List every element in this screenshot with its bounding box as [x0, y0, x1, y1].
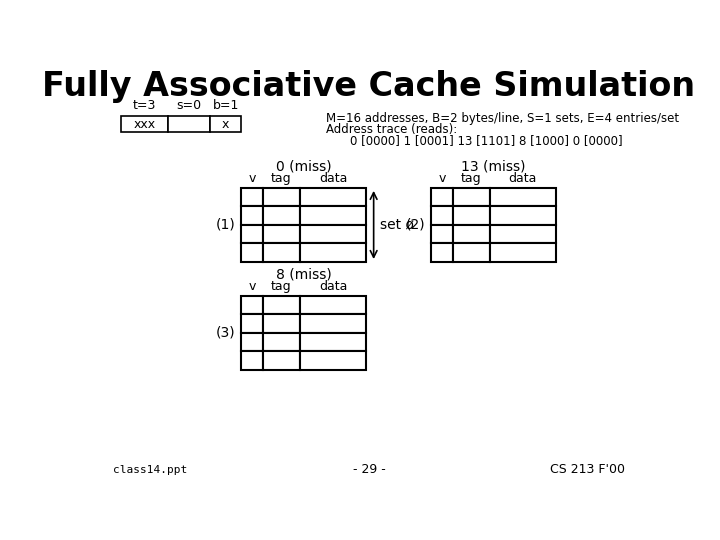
- Bar: [490, 188, 556, 206]
- Text: v: v: [438, 172, 446, 185]
- Bar: [263, 244, 300, 262]
- Bar: [263, 206, 300, 225]
- Bar: [300, 333, 366, 351]
- Text: Fully Associative Cache Simulation: Fully Associative Cache Simulation: [42, 70, 696, 103]
- Text: tag: tag: [271, 280, 292, 293]
- Text: (1): (1): [216, 218, 235, 232]
- Text: CS 213 F'00: CS 213 F'00: [550, 463, 625, 476]
- Bar: [241, 296, 263, 314]
- Bar: [300, 351, 366, 370]
- Bar: [300, 225, 366, 244]
- Bar: [431, 188, 453, 206]
- Bar: [300, 206, 366, 225]
- Bar: [300, 244, 366, 262]
- Text: data: data: [508, 172, 537, 185]
- Text: data: data: [319, 280, 347, 293]
- Bar: [300, 314, 366, 333]
- Bar: [263, 333, 300, 351]
- Bar: [168, 117, 210, 132]
- Bar: [121, 117, 168, 132]
- Bar: [453, 244, 490, 262]
- Text: xxx: xxx: [133, 118, 156, 131]
- Bar: [241, 333, 263, 351]
- Text: 0 [0000] 1 [0001] 13 [1101] 8 [1000] 0 [0000]: 0 [0000] 1 [0001] 13 [1101] 8 [1000] 0 […: [350, 134, 622, 147]
- Text: x: x: [222, 118, 229, 131]
- Bar: [241, 314, 263, 333]
- Bar: [490, 225, 556, 244]
- Bar: [263, 314, 300, 333]
- Text: M=16 addresses, B=2 bytes/line, S=1 sets, E=4 entries/set: M=16 addresses, B=2 bytes/line, S=1 sets…: [326, 112, 680, 125]
- Bar: [490, 206, 556, 225]
- Bar: [210, 117, 241, 132]
- Text: t=3: t=3: [132, 99, 156, 112]
- Bar: [300, 188, 366, 206]
- Text: s=0: s=0: [176, 99, 202, 112]
- Bar: [431, 225, 453, 244]
- Bar: [490, 244, 556, 262]
- Text: tag: tag: [271, 172, 292, 185]
- Bar: [263, 296, 300, 314]
- Bar: [241, 206, 263, 225]
- Bar: [263, 225, 300, 244]
- Text: - 29 -: - 29 -: [353, 463, 385, 476]
- Text: set ø: set ø: [380, 218, 414, 232]
- Text: v: v: [248, 172, 256, 185]
- Text: b=1: b=1: [212, 99, 239, 112]
- Text: v: v: [248, 280, 256, 293]
- Text: 0 (miss): 0 (miss): [276, 159, 331, 173]
- Bar: [263, 188, 300, 206]
- Bar: [241, 225, 263, 244]
- Bar: [241, 244, 263, 262]
- Text: 13 (miss): 13 (miss): [461, 159, 526, 173]
- Text: 8 (miss): 8 (miss): [276, 267, 331, 281]
- Bar: [453, 225, 490, 244]
- Bar: [431, 244, 453, 262]
- Bar: [241, 188, 263, 206]
- Text: tag: tag: [461, 172, 482, 185]
- Bar: [263, 351, 300, 370]
- Text: (2): (2): [405, 218, 426, 232]
- Bar: [300, 296, 366, 314]
- Bar: [241, 351, 263, 370]
- Text: class14.ppt: class14.ppt: [113, 465, 187, 475]
- Text: data: data: [319, 172, 347, 185]
- Bar: [453, 188, 490, 206]
- Text: (3): (3): [216, 326, 235, 340]
- Text: Address trace (reads):: Address trace (reads):: [326, 123, 458, 136]
- Bar: [453, 206, 490, 225]
- Bar: [431, 206, 453, 225]
